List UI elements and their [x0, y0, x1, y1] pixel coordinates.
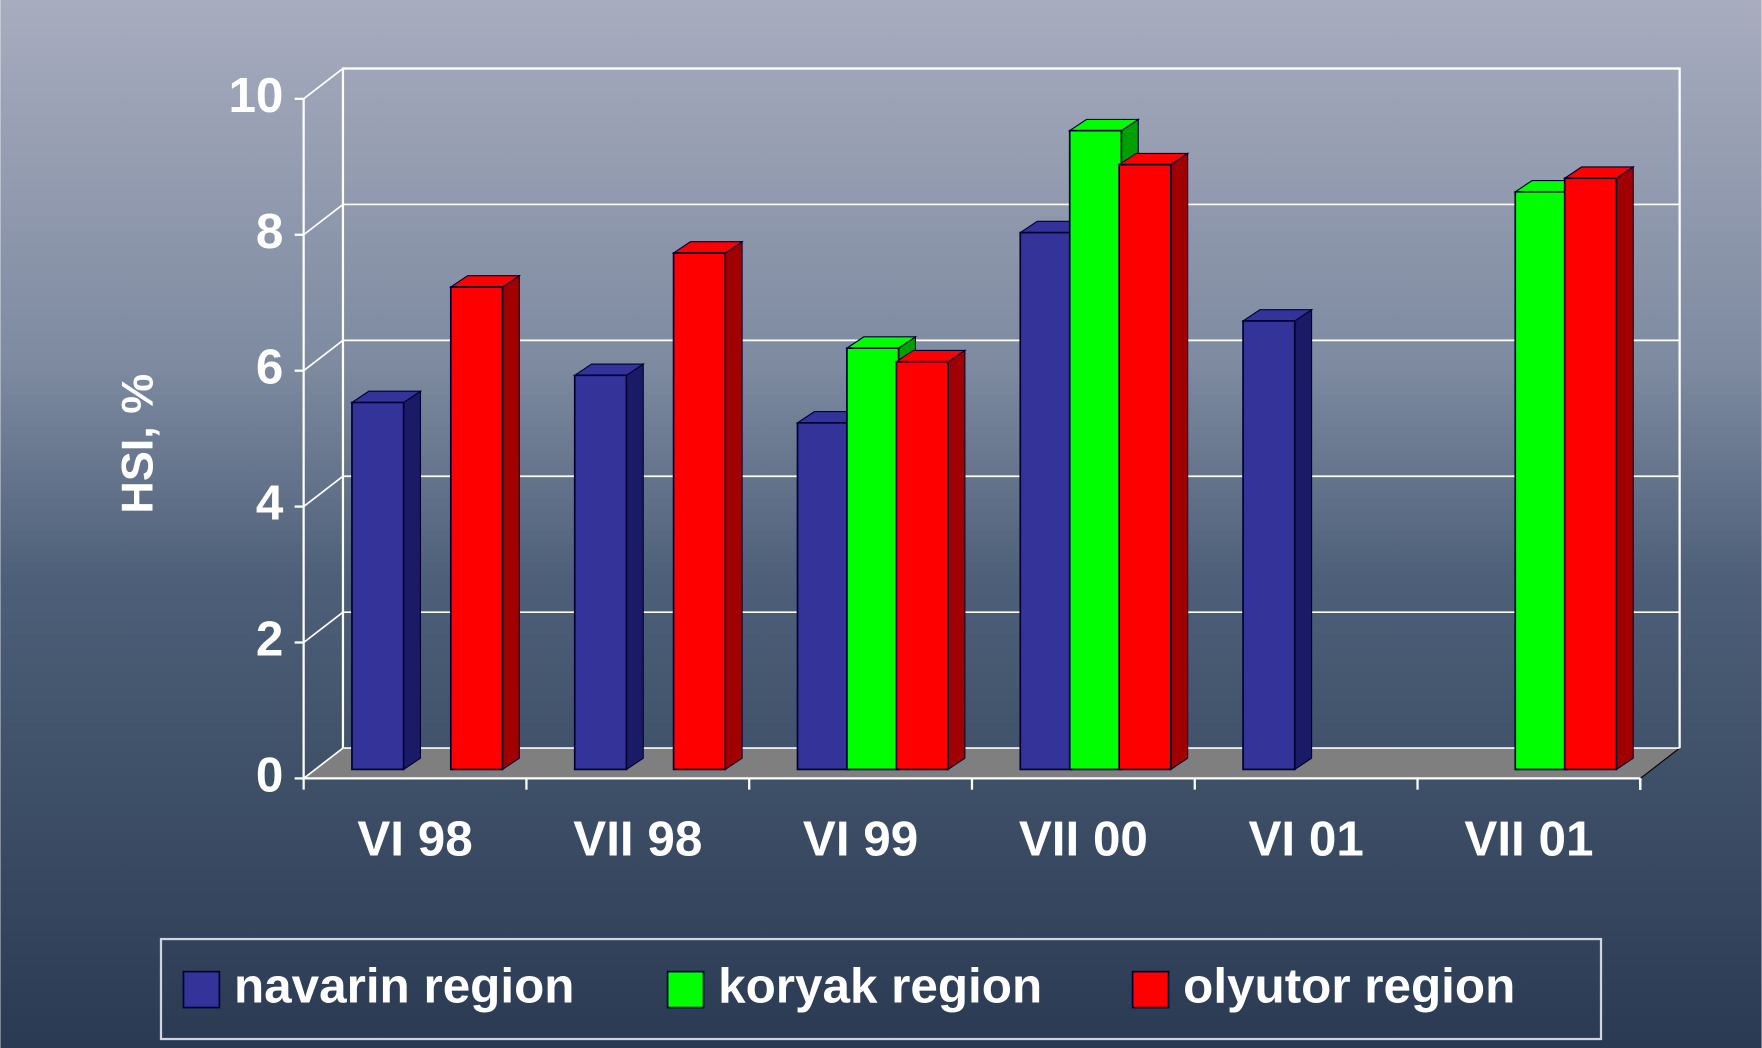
y-tick-label: 8 [256, 204, 283, 259]
legend-label: olyutor region [1183, 959, 1515, 1014]
bar [575, 375, 627, 769]
bar [352, 402, 404, 769]
x-tick-label: VII 98 [573, 812, 702, 867]
x-tick-label: VI 98 [357, 812, 472, 867]
bar [1515, 192, 1567, 770]
legend-swatch [1133, 972, 1169, 1008]
x-tick-label: VI 99 [803, 812, 918, 867]
bar-side [502, 276, 519, 770]
legend-swatch [183, 972, 219, 1008]
y-tick-label: 6 [256, 340, 283, 395]
chart: HSI, % 0 2 4 6 8 10 VI 98 VII 98 VI 99 VII 00 VI 0… [0, 0, 1762, 1048]
bar [674, 253, 726, 769]
y-tick-label: 4 [256, 476, 284, 531]
bar-side [948, 350, 965, 769]
bar-side [626, 364, 643, 769]
x-tick-label: VII 00 [1019, 812, 1148, 867]
legend-label: koryak region [718, 959, 1042, 1014]
bar [451, 287, 503, 769]
y-tick-label: 10 [228, 68, 283, 123]
y-tick-label: 2 [256, 612, 283, 667]
bar [1070, 131, 1122, 770]
bar [1020, 233, 1072, 770]
bar [847, 348, 899, 769]
x-tick-label: VII 01 [1464, 812, 1593, 867]
bar [1119, 165, 1171, 770]
bar [1243, 321, 1295, 770]
bar-side [1295, 310, 1312, 770]
bar [1565, 178, 1617, 769]
bar-side [404, 391, 421, 769]
bar-side [725, 242, 742, 770]
x-tick-label: VI 01 [1248, 812, 1363, 867]
y-axis-label: HSI, % [112, 374, 163, 514]
bar-side [1616, 167, 1633, 769]
y-tick-label: 0 [256, 747, 283, 802]
legend-swatch [668, 972, 704, 1008]
legend-label: navarin region [234, 959, 574, 1014]
bar [798, 423, 850, 770]
bar-side [1171, 153, 1188, 769]
bar [896, 362, 948, 770]
